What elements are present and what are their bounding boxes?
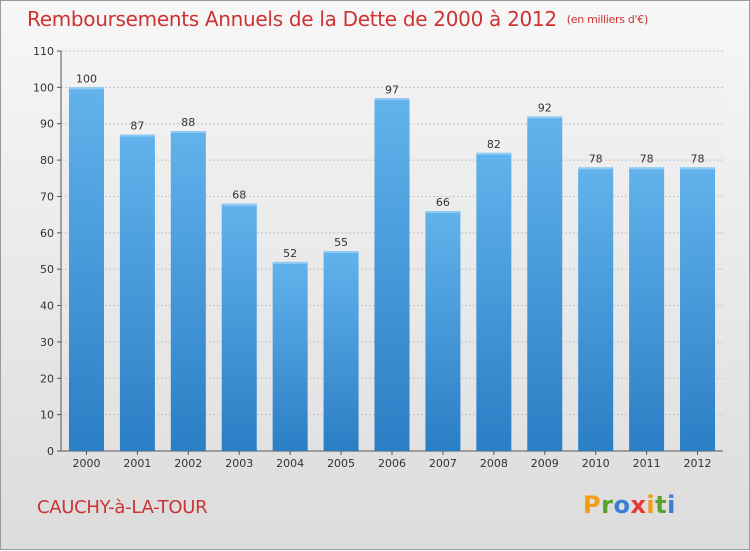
y-tick-label: 40 [40,300,54,313]
x-tick-label: 2001 [123,457,151,470]
y-tick-label: 100 [33,81,54,94]
logo-letter: i [646,491,656,519]
bar-highlight [578,167,614,170]
bar [374,98,410,451]
x-tick-label: 2012 [684,457,712,470]
x-tick-label: 2008 [480,457,508,470]
bar-highlight [68,87,104,90]
chart-subtitle: (en milliers d'€) [566,13,648,26]
data-label: 52 [283,247,297,260]
y-tick-label: 80 [40,154,54,167]
logo-letter: o [613,491,631,519]
logo-letter: t [655,491,668,519]
bar [119,134,155,452]
y-tick-label: 10 [40,409,54,422]
y-tick-label: 90 [40,118,54,131]
data-label: 78 [640,152,654,165]
x-tick-label: 2004 [276,457,304,470]
bar-highlight [221,203,257,206]
bar [323,251,359,451]
bar-highlight [629,167,665,170]
bar-highlight [272,261,308,264]
x-tick-label: 2009 [531,457,559,470]
bar-highlight [476,152,512,155]
data-label: 66 [436,196,450,209]
data-label: 87 [130,120,144,133]
chart-title: Remboursements Annuels de la Dette de 20… [27,7,648,31]
x-tick-label: 2011 [633,457,661,470]
logo-letter: P [583,491,602,519]
bar [578,167,614,451]
data-label: 100 [76,72,97,85]
y-tick-label: 0 [47,445,54,458]
bar-highlight [425,211,461,213]
y-tick-label: 30 [40,336,54,349]
commune-name: CAUCHY-à-LA-TOUR [37,497,208,518]
data-label: 55 [334,236,348,249]
bar-highlight [119,134,155,137]
y-tick-label: 20 [40,372,54,385]
x-tick-label: 2005 [327,457,355,470]
bar-highlight [527,116,563,119]
bar [476,152,512,451]
bar-highlight [170,131,206,133]
bar [629,167,665,451]
x-tick-label: 2010 [582,457,610,470]
bar [527,116,563,452]
data-label: 82 [487,138,501,151]
bar [221,203,257,451]
logo-letter: x [630,491,647,519]
y-tick-label: 110 [33,45,54,58]
data-label: 97 [385,83,399,96]
x-tick-label: 2007 [429,457,457,470]
bar-highlight [374,98,410,101]
data-label: 92 [538,101,552,114]
data-label: 78 [589,152,603,165]
bar [170,131,206,451]
bar [68,87,104,451]
data-label: 78 [691,152,705,165]
x-tick-label: 2002 [174,457,202,470]
bar-highlight [323,251,359,253]
chart-title-text: Remboursements Annuels de la Dette de 20… [27,7,557,31]
y-tick-label: 70 [40,190,54,203]
y-tick-label: 50 [40,263,54,276]
bar [425,211,461,451]
y-tick-label: 60 [40,227,54,240]
x-tick-label: 2000 [72,457,100,470]
bar [272,261,308,451]
x-tick-label: 2003 [225,457,253,470]
logo-letter: r [601,491,614,519]
bar-highlight [680,167,716,170]
proxiti-logo: Proxiti [583,491,676,519]
x-tick-label: 2006 [378,457,406,470]
logo-letter: i [667,491,676,519]
data-label: 88 [181,116,195,129]
bar [680,167,716,451]
data-label: 68 [232,189,246,202]
